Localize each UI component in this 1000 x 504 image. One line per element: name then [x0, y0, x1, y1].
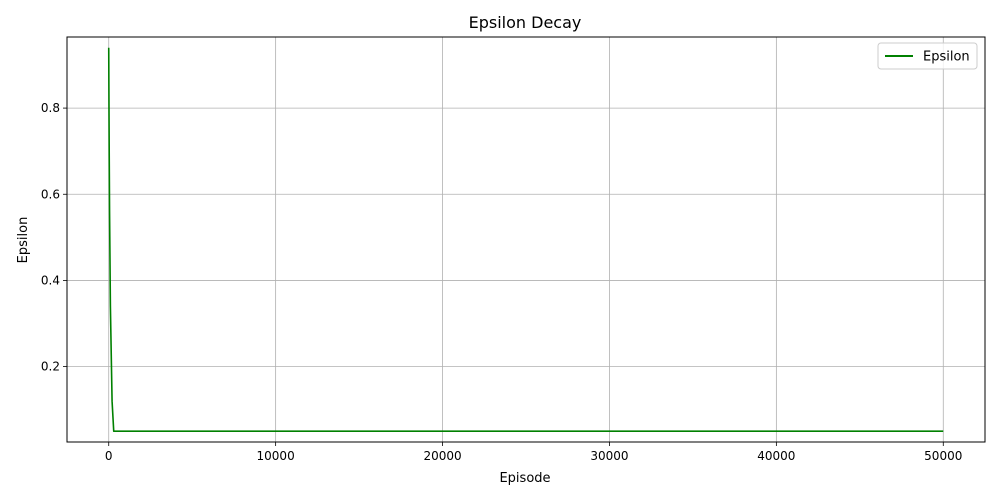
- x-axis-label: Episode: [499, 471, 550, 486]
- chart-title: Epsilon Decay: [469, 13, 582, 32]
- x-tick-label: 50000: [924, 449, 962, 463]
- x-tick-label: 10000: [257, 449, 295, 463]
- y-tick-label: 0.2: [41, 360, 60, 374]
- x-tick-label: 40000: [757, 449, 795, 463]
- x-axis-ticks: 0 10000 20000 30000 40000 50000: [105, 442, 962, 463]
- y-tick-label: 0.8: [41, 101, 60, 115]
- plot-frame: [66, 36, 986, 443]
- legend: Epsilon: [877, 42, 978, 70]
- y-tick-label: 0.4: [41, 273, 60, 287]
- grid-lines: [67, 37, 985, 442]
- series-lines: [107, 47, 944, 433]
- y-tick-label: 0.6: [41, 187, 60, 201]
- y-axis-label: Epsilon: [16, 217, 31, 264]
- legend-box: [877, 42, 978, 70]
- x-tick-label: 0: [105, 449, 113, 463]
- x-tick-label: 20000: [423, 449, 461, 463]
- series-line-epsilon: [107, 47, 944, 433]
- x-tick-label: 30000: [590, 449, 628, 463]
- legend-label: Epsilon: [923, 50, 970, 65]
- y-axis-ticks: 0.2 0.4 0.6 0.8: [41, 101, 67, 374]
